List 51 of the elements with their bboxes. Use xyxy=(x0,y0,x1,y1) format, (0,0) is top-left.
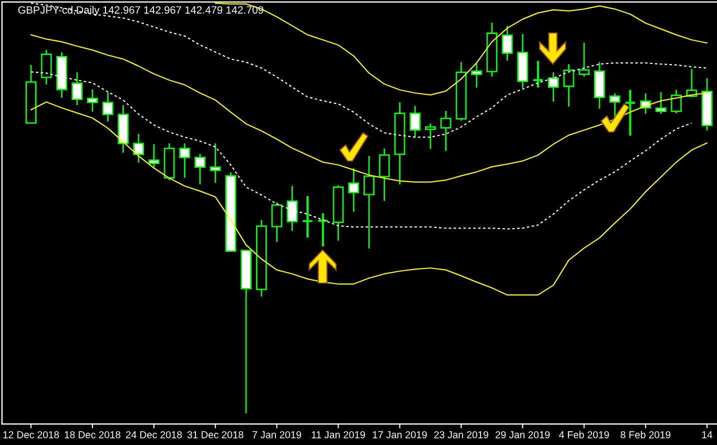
candlestick xyxy=(424,122,436,150)
candlestick xyxy=(364,155,374,250)
x-tick-label: 18 Dec 2018 xyxy=(64,431,120,438)
candlestick xyxy=(548,72,559,102)
candlestick xyxy=(456,61,467,122)
candlestick xyxy=(26,64,36,124)
x-tick-label: 12 Dec 2018 xyxy=(3,431,59,438)
candlestick xyxy=(594,61,605,110)
candlestick xyxy=(302,195,314,239)
x-tick-label: 29 Jan 2019 xyxy=(496,431,550,438)
candlestick xyxy=(317,212,329,248)
candlestick xyxy=(624,88,636,137)
x-tick-label: 17 Jan 2019 xyxy=(372,431,427,438)
candlestick xyxy=(210,142,221,184)
candlestick xyxy=(440,110,452,152)
candlestick xyxy=(394,102,406,186)
x-tick-label: 8 Feb 2019 xyxy=(620,430,670,438)
candlestick xyxy=(532,60,544,89)
x-tick-label: 14 xyxy=(702,431,712,438)
candlestick xyxy=(118,104,129,154)
candlestick xyxy=(378,148,390,202)
candlestick xyxy=(471,62,482,88)
candlestick xyxy=(578,42,590,78)
candlestick xyxy=(256,219,267,298)
x-tick-label: 23 Jan 2019 xyxy=(434,431,488,438)
candlestick xyxy=(702,77,712,132)
candlestick xyxy=(225,172,236,252)
candlestick xyxy=(86,88,98,112)
candlestick xyxy=(655,92,666,114)
candlestick xyxy=(133,133,144,164)
candlestick xyxy=(502,25,513,62)
x-tick-label: 11 Jan 2019 xyxy=(312,431,365,438)
x-tick-label: 31 Dec 2018 xyxy=(187,431,244,438)
candlestick xyxy=(563,63,574,108)
candlestick xyxy=(670,89,682,114)
candlestick xyxy=(179,142,190,178)
candlestick xyxy=(240,250,252,414)
candlestick xyxy=(148,143,160,168)
candlestick xyxy=(40,49,52,86)
candlestick xyxy=(486,22,498,78)
candlestick xyxy=(517,33,528,89)
x-tick-label: 4 Feb 2019 xyxy=(559,430,609,438)
candlestick xyxy=(332,184,344,242)
candlestick xyxy=(164,142,175,181)
candlestick xyxy=(348,168,360,212)
x-tick-label: 7 Jan 2019 xyxy=(252,431,302,438)
candlestick xyxy=(271,202,282,243)
candlestick xyxy=(609,92,620,118)
x-tick-label: 24 Dec 2018 xyxy=(126,431,182,438)
candlestick xyxy=(194,153,206,186)
candlestick xyxy=(102,92,114,122)
